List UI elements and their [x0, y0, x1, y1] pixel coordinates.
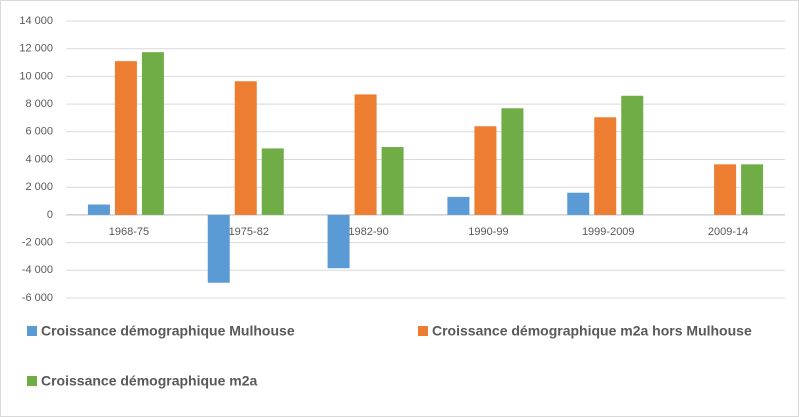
legend-label: Croissance démographique Mulhouse: [41, 323, 295, 339]
legend-label: Croissance démographique m2a hors Mulhou…: [432, 323, 752, 339]
legend-label: Croissance démographique m2a: [41, 373, 258, 389]
x-tick-label: 1975-82: [229, 226, 269, 238]
y-tick-label: 4 000: [25, 153, 53, 165]
y-tick-label: -4 000: [22, 264, 53, 276]
y-tick-label: -6 000: [22, 292, 53, 304]
x-tick-label: 1968-75: [109, 226, 149, 238]
bar: [354, 94, 377, 215]
x-tick-label: 1982-90: [348, 226, 388, 238]
bar: [261, 148, 284, 215]
y-tick-label: 2 000: [25, 181, 53, 193]
y-tick-label: 10 000: [19, 70, 53, 82]
x-tick-label: 1999-2009: [582, 226, 635, 238]
bar: [207, 214, 230, 283]
bar: [381, 147, 404, 215]
bar: [114, 61, 137, 215]
y-tick-label: -2 000: [22, 237, 53, 249]
bar: [714, 164, 737, 215]
bar: [141, 52, 164, 215]
bar: [234, 81, 257, 215]
y-tick-label: 0: [47, 209, 53, 221]
legend-swatch: [418, 326, 428, 336]
legend-swatch: [27, 326, 37, 336]
bar: [474, 126, 497, 215]
y-tick-label: 14 000: [19, 15, 53, 27]
bar: [87, 204, 110, 215]
bar: [327, 214, 350, 269]
y-tick-label: 6 000: [25, 126, 53, 138]
bar: [447, 196, 470, 215]
legend-swatch: [27, 376, 37, 386]
x-tick-label: 2009-14: [708, 226, 748, 238]
y-tick-label: 12 000: [19, 43, 53, 55]
bar: [567, 192, 590, 215]
bar: [594, 117, 617, 215]
bar: [501, 108, 524, 215]
y-tick-label: 8 000: [25, 98, 53, 110]
bar: [741, 164, 764, 215]
bar: [621, 95, 644, 215]
x-tick-label: 1990-99: [468, 226, 508, 238]
